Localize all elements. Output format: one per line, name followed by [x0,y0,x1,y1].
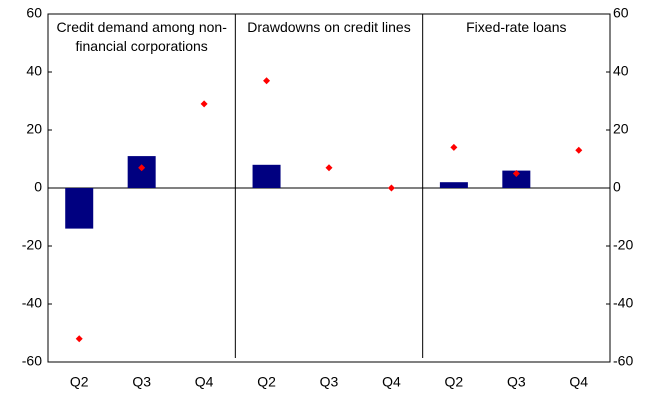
x-tick-label: Q3 [320,374,339,390]
panel-title: Fixed-rate loans [466,19,567,35]
point [138,164,146,172]
x-tick-label: Q4 [382,374,401,390]
y2-tick-label: 40 [613,63,629,79]
point [325,164,333,172]
point [75,335,83,343]
y2-tick-label: -40 [613,295,633,311]
y-tick-label: 60 [26,5,42,21]
y-tick-label: 0 [34,179,42,195]
y2-tick-label: 0 [613,179,621,195]
x-tick-label: Q3 [132,374,151,390]
x-tick-label: Q4 [195,374,214,390]
bar [502,170,531,188]
x-tick-label: Q2 [445,374,464,390]
bar [65,188,94,229]
y-tick-label: -40 [22,295,42,311]
point [200,100,208,108]
point [575,146,583,154]
point [263,77,271,85]
bar [252,164,281,188]
panel-title: Credit demand among non-financial corpor… [56,19,227,54]
y-tick-label: 20 [26,121,42,137]
y-tick-label: 40 [26,63,42,79]
x-tick-label: Q2 [257,374,276,390]
bar [127,156,156,188]
y2-tick-label: 60 [613,5,629,21]
x-tick-label: Q3 [507,374,526,390]
y2-tick-label: -60 [613,353,633,369]
y2-tick-label: 20 [613,121,629,137]
point [450,143,458,151]
point [512,170,520,177]
y-tick-label: -60 [22,353,42,369]
panel-title: Drawdowns on credit lines [247,19,411,35]
x-tick-label: Q2 [70,374,89,390]
bar [439,182,468,188]
point [387,184,395,192]
x-tick-label: Q4 [569,374,588,390]
y2-tick-label: -20 [613,237,633,253]
y-tick-label: -20 [22,237,42,253]
